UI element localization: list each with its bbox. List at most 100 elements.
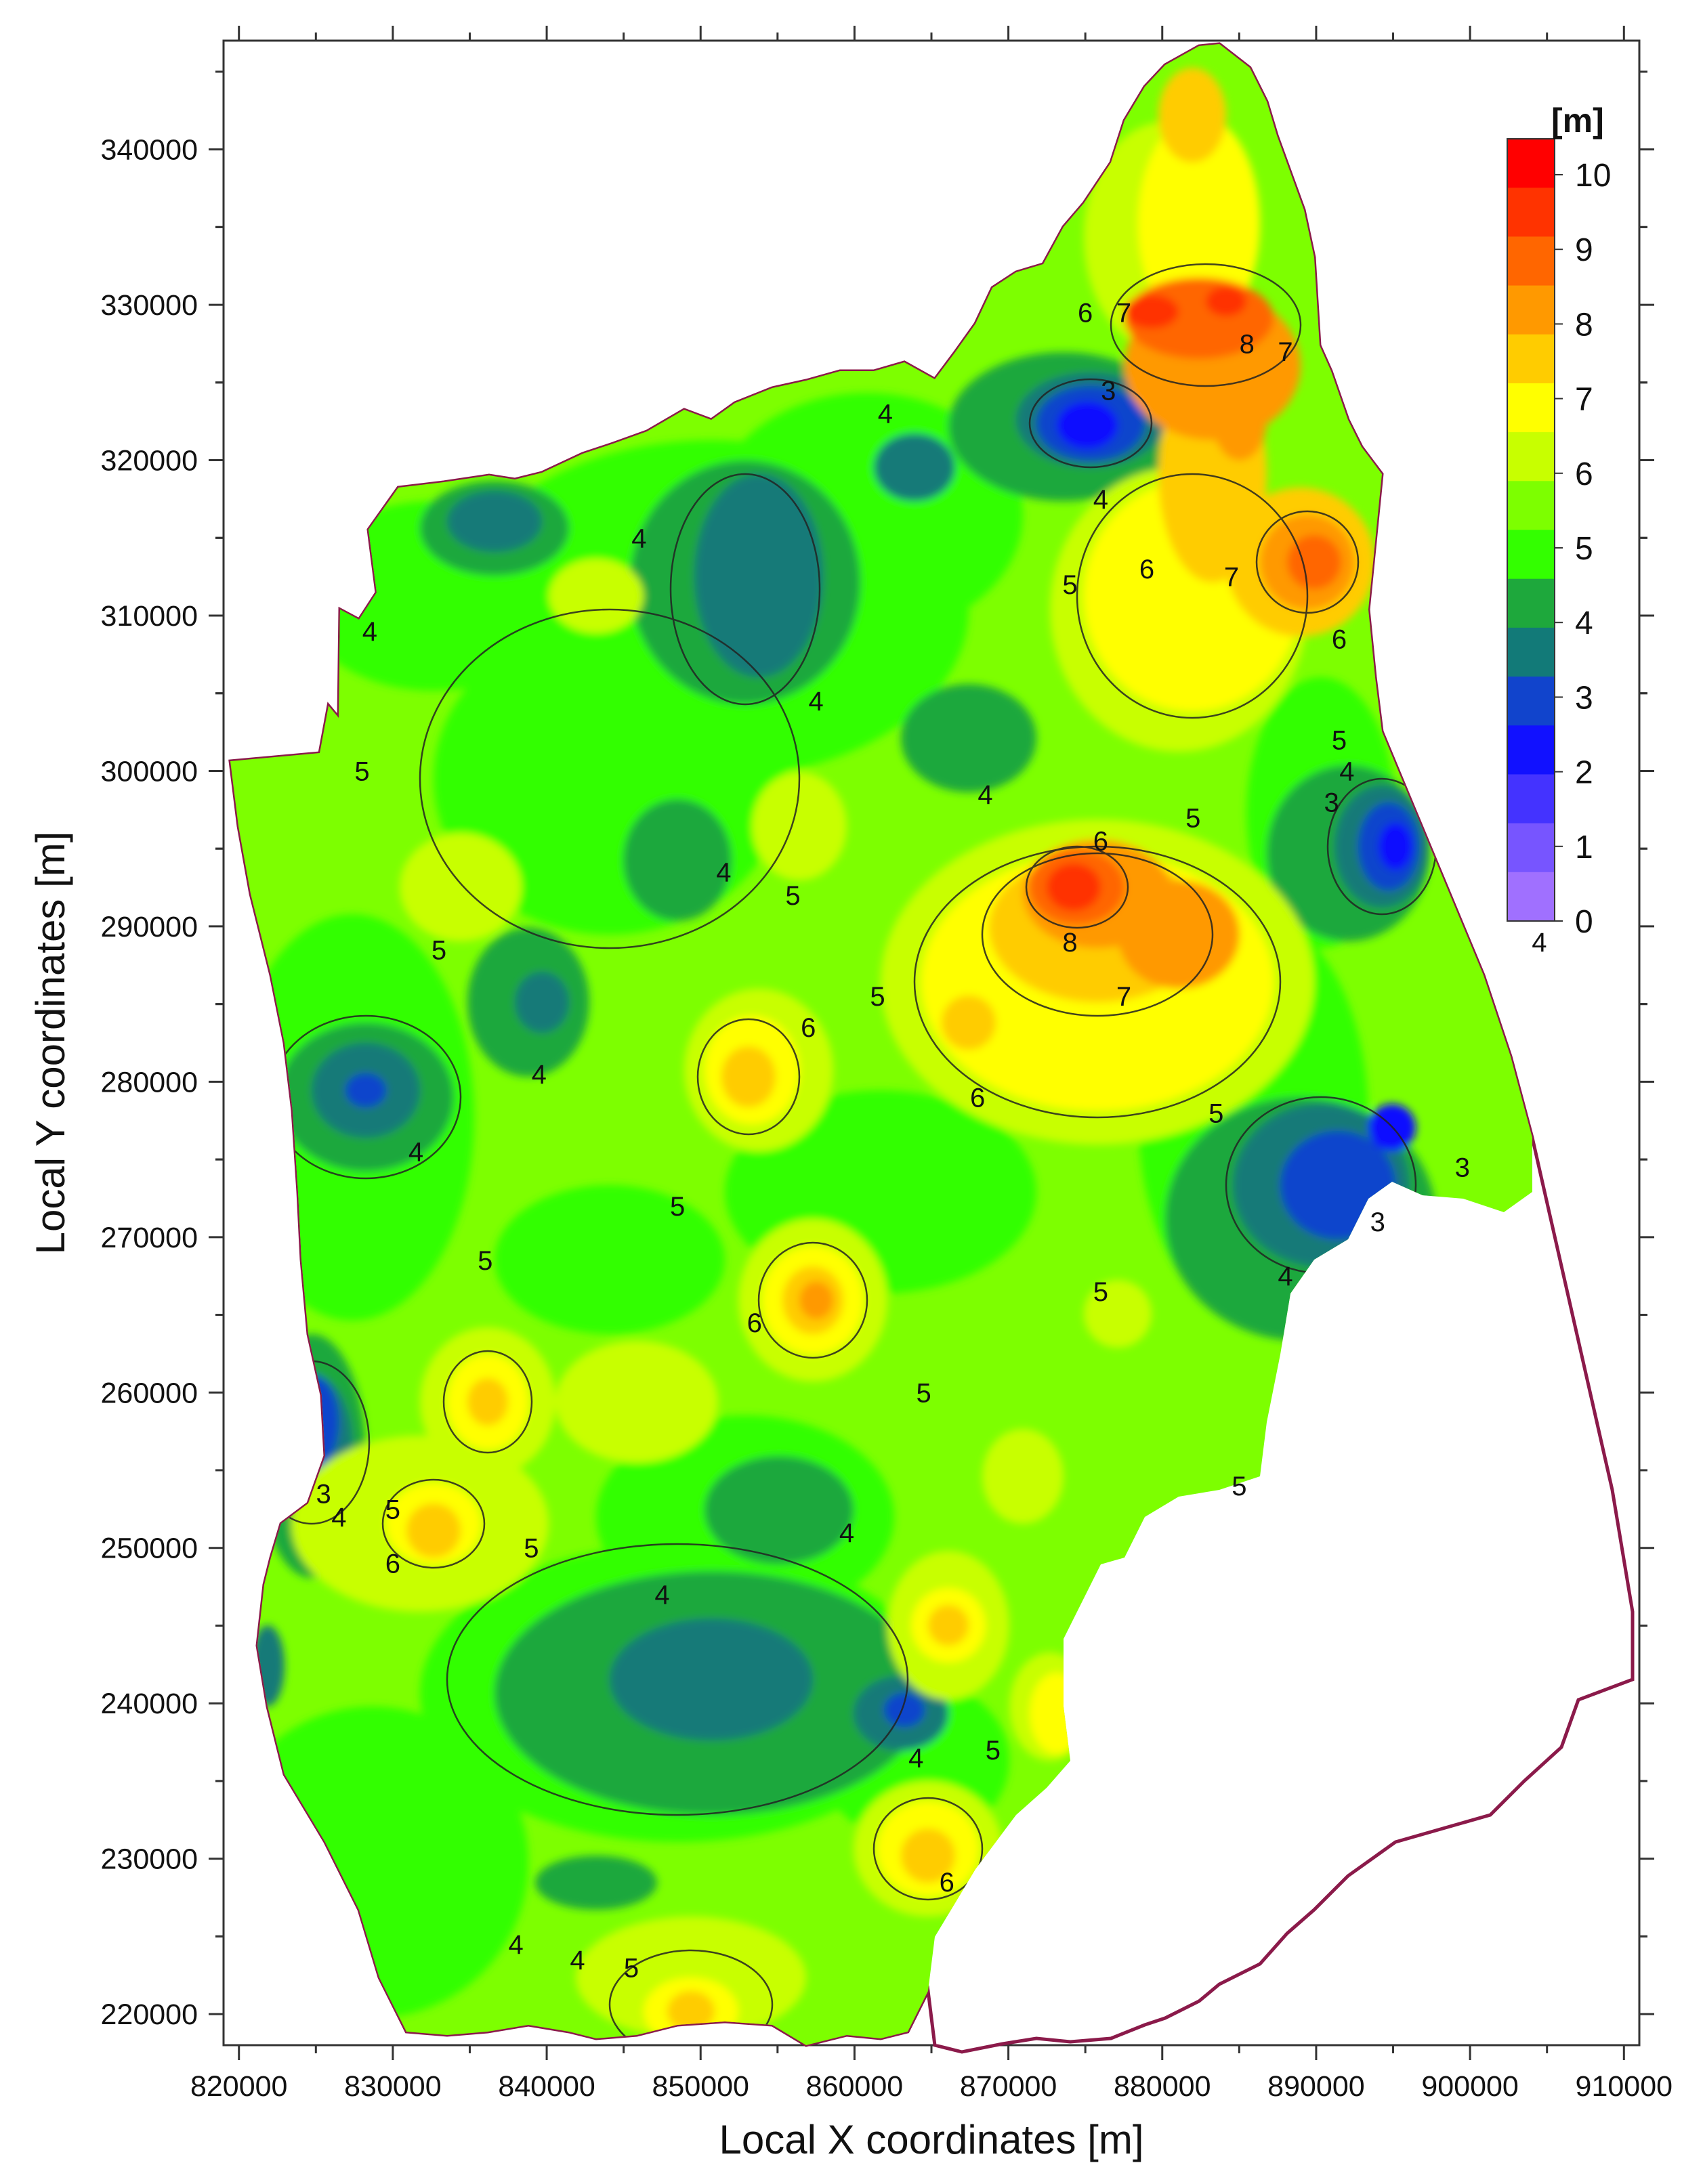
axis-tick-labels: 820000 830000 840000 850000 860000 870000 8800… xyxy=(101,134,1673,2103)
y-tick-label: 300000 xyxy=(101,755,198,788)
x-tick-label: 820000 xyxy=(190,2070,288,2103)
contour-label: 3 xyxy=(1370,1207,1385,1237)
contour-label: 5 xyxy=(986,1736,1001,1765)
y-tick-label: 310000 xyxy=(101,600,198,633)
legend-unit: [m] xyxy=(1551,102,1604,140)
contour-label: 7 xyxy=(1278,337,1292,367)
contour-label: 4 xyxy=(509,1930,524,1960)
legend-swatch xyxy=(1507,481,1555,531)
legend-swatch xyxy=(1507,383,1555,433)
contour-label: 3 xyxy=(316,1479,331,1509)
legend-swatch xyxy=(1507,774,1555,824)
contour-label: 5 xyxy=(385,1495,400,1524)
contour-label: 6 xyxy=(1093,827,1108,857)
contour-label: 5 xyxy=(1332,726,1347,756)
x-tick-label: 880000 xyxy=(1114,2070,1211,2103)
y-tick-label: 250000 xyxy=(101,1533,198,1565)
contour-label: 6 xyxy=(940,1868,954,1898)
legend-label: 1 xyxy=(1575,830,1593,865)
legend-label: 4 xyxy=(1575,605,1593,641)
legend-label: 9 xyxy=(1575,232,1593,268)
y-tick-label: 320000 xyxy=(101,445,198,477)
contour-label: 4 xyxy=(716,858,731,888)
contour-label: 4 xyxy=(631,523,646,553)
legend-label: 6 xyxy=(1575,456,1593,492)
contour-label: 4 xyxy=(977,780,992,810)
contour-label: 6 xyxy=(970,1083,985,1113)
x-tick-label: 900000 xyxy=(1421,2070,1519,2103)
contour-label: 4 xyxy=(654,1581,669,1610)
legend-swatch xyxy=(1507,578,1555,628)
contour-label: 5 xyxy=(870,982,885,1012)
contour-label: 5 xyxy=(1185,803,1200,833)
contour-label: 5 xyxy=(478,1246,492,1276)
contour-label: 8 xyxy=(1240,329,1255,359)
x-axis-title: Local X coordinates [m] xyxy=(719,2117,1144,2162)
y-tick-label: 260000 xyxy=(101,1377,198,1409)
contour-label: 4 xyxy=(1339,756,1354,786)
contour-label: 6 xyxy=(747,1308,762,1338)
legend-swatch xyxy=(1507,334,1555,384)
legend-swatch xyxy=(1507,139,1555,189)
legend-label: 5 xyxy=(1575,531,1593,567)
contour-label: 5 xyxy=(1208,1098,1223,1128)
x-tick-label: 910000 xyxy=(1576,2070,1673,2103)
contour-label: 4 xyxy=(532,1060,547,1090)
y-tick-label: 290000 xyxy=(101,911,198,943)
x-tick-label: 830000 xyxy=(344,2070,442,2103)
contour-label: 3 xyxy=(1455,1153,1470,1183)
contour-label: 4 xyxy=(908,1744,923,1774)
contour-label: 6 xyxy=(1332,624,1347,654)
y-tick-label: 340000 xyxy=(101,134,198,167)
contour-label: 3 xyxy=(1101,376,1116,406)
contour-label: 4 xyxy=(1532,928,1547,958)
x-tick-label: 840000 xyxy=(498,2070,595,2103)
x-tick-label: 850000 xyxy=(652,2070,749,2103)
y-tick-label: 220000 xyxy=(101,1998,198,2031)
contour-label: 5 xyxy=(624,1953,639,1983)
contour-label: 5 xyxy=(432,935,446,965)
legend-swatch xyxy=(1507,285,1555,335)
contour-label: 6 xyxy=(1139,555,1154,584)
contour-label: 4 xyxy=(331,1503,346,1533)
legend-swatch xyxy=(1507,627,1555,678)
contour-label: 7 xyxy=(1224,563,1239,593)
contour-label: 5 xyxy=(524,1534,539,1564)
legend-swatch xyxy=(1507,188,1555,238)
contour-label: 4 xyxy=(839,1518,854,1548)
contour-label: 8 xyxy=(1062,928,1077,958)
contour-label: 5 xyxy=(1062,570,1077,600)
y-tick-label: 230000 xyxy=(101,1843,198,1876)
legend-swatch xyxy=(1507,725,1555,775)
legend-swatch xyxy=(1507,677,1555,727)
contour-label: 4 xyxy=(878,400,893,429)
legend-swatch xyxy=(1507,530,1555,580)
contour-label: 4 xyxy=(808,687,823,716)
y-tick-label: 270000 xyxy=(101,1222,198,1254)
contour-label: 5 xyxy=(354,756,369,786)
legend-swatch xyxy=(1507,823,1555,873)
legend-label: 8 xyxy=(1575,307,1593,343)
contour-label: 4 xyxy=(362,617,377,647)
contour-label: 6 xyxy=(1078,299,1093,328)
contour-label: 6 xyxy=(801,1013,816,1043)
legend-swatch xyxy=(1507,872,1555,922)
legend-label: 10 xyxy=(1575,158,1611,194)
y-tick-label: 330000 xyxy=(101,289,198,322)
legend-swatch xyxy=(1507,432,1555,482)
y-tick-label: 280000 xyxy=(101,1066,198,1098)
contour-label: 5 xyxy=(1232,1472,1246,1501)
legend-border xyxy=(1507,138,1555,922)
x-tick-label: 860000 xyxy=(806,2070,904,2103)
contour-label: 5 xyxy=(670,1192,685,1222)
legend-label: 0 xyxy=(1575,904,1593,940)
legend-label: 3 xyxy=(1575,680,1593,716)
contour-label: 4 xyxy=(408,1138,423,1168)
x-tick-label: 890000 xyxy=(1267,2070,1365,2103)
contour-label: 7 xyxy=(1116,982,1131,1012)
contour-label: 5 xyxy=(917,1378,931,1408)
contour-label: 3 xyxy=(1324,788,1339,817)
